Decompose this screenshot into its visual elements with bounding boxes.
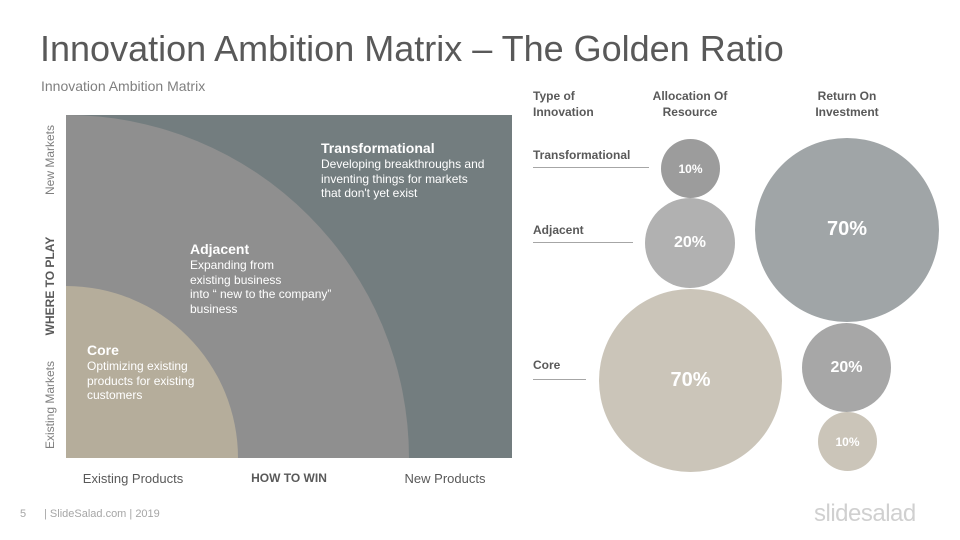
return-bubble-transformational: 70%: [755, 138, 939, 322]
return-value-core: 10%: [835, 434, 860, 449]
header-return-on-investment: Return On Investment: [815, 89, 879, 119]
transformational-description: Developing breakthroughs and inventing t…: [321, 157, 485, 200]
brand-logo: slidesalad: [814, 500, 916, 527]
row-label-adjacent: Adjacent: [533, 223, 584, 237]
x-axis-title: HOW TO WIN: [251, 471, 327, 485]
x-axis-right-label: New Products: [404, 471, 486, 486]
return-value-adjacent: 20%: [830, 358, 863, 376]
core-region: [66, 286, 238, 458]
adjacent-description: Expanding from existing business into “ …: [190, 258, 332, 316]
page-number: 5: [20, 508, 27, 520]
transformational-title: Transformational: [321, 140, 435, 156]
allocation-value-core: 70%: [670, 369, 711, 391]
allocation-value-adjacent: 20%: [673, 234, 707, 251]
y-axis-title: WHERE TO PLAY: [43, 236, 57, 336]
row-divider-adjacent: [533, 242, 633, 243]
allocation-value-transformational: 10%: [678, 161, 703, 176]
header-type-of-innovation: Type of Innovation: [533, 89, 594, 119]
row-label-transformational: Transformational: [533, 148, 631, 162]
row-divider-transformational: [533, 167, 649, 168]
x-axis-left-label: Existing Products: [82, 471, 184, 486]
slide-subtitle: Innovation Ambition Matrix: [41, 78, 206, 94]
ambition-matrix: [66, 115, 512, 458]
footer-text: | SlideSalad.com | 2019: [44, 508, 160, 520]
return-value-transformational: 70%: [826, 218, 868, 240]
return-bubble-core: 10%: [818, 412, 877, 471]
y-axis-bottom-label: Existing Markets: [43, 360, 57, 450]
row-divider-core: [533, 379, 586, 380]
y-axis-top-label: New Markets: [43, 124, 57, 196]
core-title: Core: [87, 342, 119, 358]
allocation-bubble-transformational: 10%: [661, 139, 720, 198]
slide-title: Innovation Ambition Matrix – The Golden …: [40, 28, 784, 69]
header-allocation-of-resource: Allocation Of Resource: [652, 89, 728, 119]
row-label-core: Core: [533, 358, 561, 372]
core-description: Optimizing existing products for existin…: [87, 359, 195, 402]
adjacent-title: Adjacent: [190, 241, 250, 257]
return-bubble-adjacent: 20%: [802, 323, 891, 412]
allocation-bubble-core: 70%: [599, 289, 782, 472]
allocation-bubble-adjacent: 20%: [645, 198, 735, 288]
